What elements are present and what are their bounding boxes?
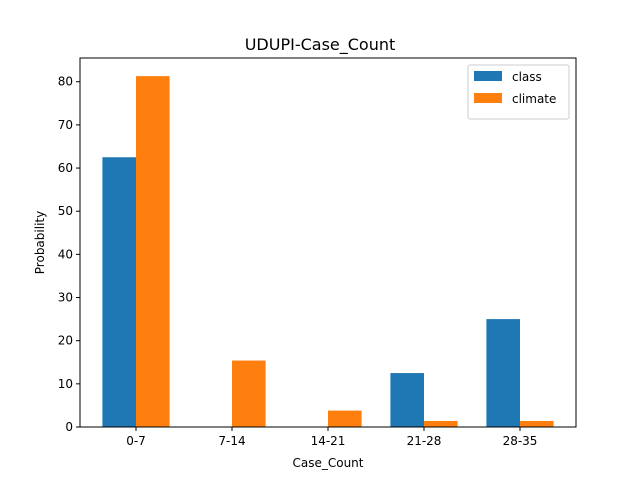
y-tick-label: 60 <box>58 161 73 175</box>
x-tick-label: 14-21 <box>311 434 346 448</box>
legend-swatch-climate <box>474 93 502 103</box>
chart-title: UDUPI-Case_Count <box>245 35 396 55</box>
bar-climate-0-7 <box>136 76 170 427</box>
y-axis-label: Probability <box>33 211 47 274</box>
bar-class-0-7 <box>102 157 136 427</box>
y-tick-label: 80 <box>58 75 73 89</box>
y-tick-label: 30 <box>58 291 73 305</box>
y-tick-label: 20 <box>58 334 73 348</box>
y-tick-label: 40 <box>58 247 73 261</box>
legend-label-class: class <box>512 70 542 84</box>
y-tick-label: 10 <box>58 377 73 391</box>
bar-climate-14-21 <box>328 410 362 427</box>
x-tick-label: 7-14 <box>218 434 245 448</box>
bar-climate-7-14 <box>232 360 266 427</box>
x-axis-ticks: 0-7 7-14 14-21 21-28 28-35 <box>126 427 537 448</box>
bars-layer <box>102 76 554 427</box>
x-tick-label: 28-35 <box>503 434 538 448</box>
plot-frame <box>79 57 577 428</box>
legend-swatch-class <box>474 71 502 81</box>
y-tick-label: 0 <box>65 420 73 434</box>
x-tick-label: 21-28 <box>407 434 442 448</box>
y-tick-label: 70 <box>58 118 73 132</box>
bar-climate-21-28 <box>424 420 458 427</box>
legend-label-climate: climate <box>512 92 556 106</box>
bar-class-21-28 <box>390 373 424 427</box>
y-axis-ticks: 0 10 20 30 40 50 60 70 80 <box>58 75 80 434</box>
x-axis-label: Case_Count <box>292 456 363 470</box>
legend: class climate <box>467 64 570 120</box>
bar-class-28-35 <box>486 319 520 427</box>
bar-climate-28-35 <box>520 420 554 427</box>
y-tick-label: 50 <box>58 204 73 218</box>
x-tick-label: 0-7 <box>126 434 146 448</box>
